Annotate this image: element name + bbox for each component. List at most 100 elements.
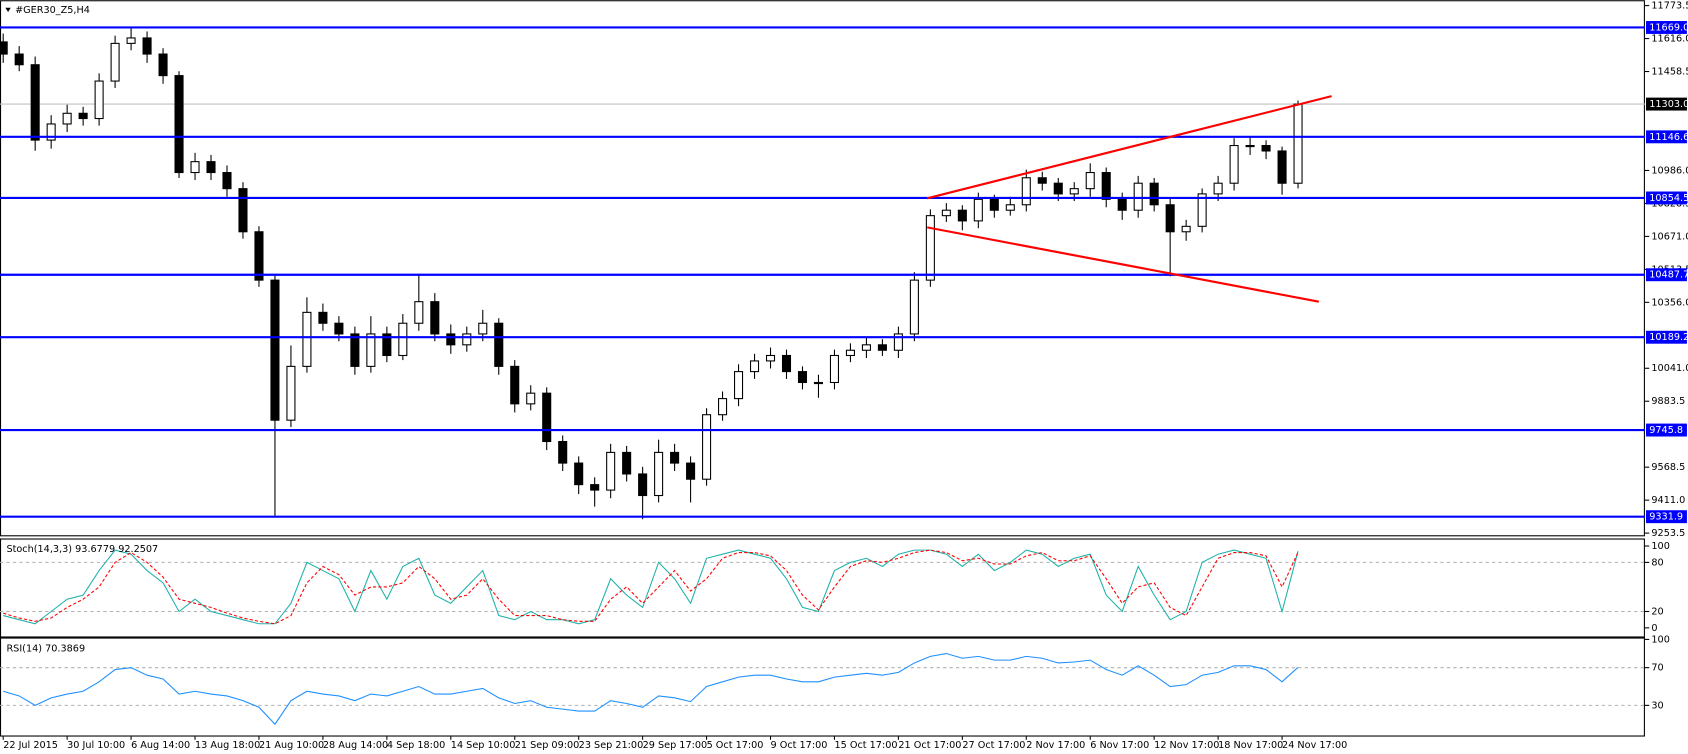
candle-body — [126, 37, 136, 44]
candle-body — [670, 451, 680, 464]
level-label-box — [1646, 423, 1687, 437]
y-tick-label: 70 — [1651, 663, 1663, 674]
candle-body — [206, 161, 216, 174]
candle-body — [414, 301, 424, 324]
candle-body — [654, 451, 664, 497]
y-tick-label: 9253.5 — [1651, 528, 1685, 539]
candle-body — [957, 209, 967, 222]
level-label-box — [1646, 268, 1687, 282]
candle-body — [781, 354, 792, 373]
y-tick-label: 10986.0 — [1651, 165, 1688, 176]
candle-body — [765, 354, 776, 362]
candle-body — [813, 381, 824, 385]
candle-body — [1213, 182, 1223, 195]
level-label-box — [1646, 330, 1687, 344]
x-tick-label: 30 Jul 10:00 — [67, 740, 125, 751]
x-tick-label: 24 Nov 17:00 — [1282, 740, 1347, 751]
candle-body — [1261, 144, 1271, 152]
candle-body — [446, 333, 456, 346]
candle-body — [1229, 144, 1239, 184]
candle-body — [877, 344, 887, 351]
y-tick-label: 11773.5 — [1651, 1, 1688, 12]
menu-arrow[interactable] — [5, 7, 11, 13]
indicator-title: Stoch(14,3,3) 93.6779 92.2507 — [6, 544, 158, 555]
y-tick-label: 100 — [1651, 541, 1669, 552]
y-tick-label: 11458.5 — [1651, 67, 1688, 78]
candle-body — [510, 365, 520, 405]
candle-body — [989, 198, 999, 211]
candle-body — [1197, 193, 1207, 227]
x-tick-label: 5 Oct 17:00 — [707, 740, 764, 751]
candle-body — [941, 209, 951, 217]
y-tick-label: 10356.0 — [1651, 297, 1688, 308]
candle-body — [0, 41, 8, 55]
candle-body — [478, 322, 488, 335]
indicator-line — [3, 549, 1299, 625]
indicator-value: RSI(14) — [6, 643, 42, 654]
candle-body — [238, 188, 248, 233]
candle-body — [1165, 204, 1175, 233]
candle-body — [110, 42, 120, 82]
candle-body — [590, 484, 600, 491]
candle-body — [526, 392, 536, 405]
candle-body — [861, 344, 871, 351]
candle-body — [1149, 182, 1159, 206]
candle-body — [909, 279, 919, 335]
candle-body — [222, 171, 232, 190]
candle-body — [94, 80, 104, 120]
candle-body — [270, 279, 280, 421]
last-price-label-box — [1646, 97, 1687, 111]
candle-body — [558, 440, 568, 464]
y-tick-label: 20 — [1651, 606, 1663, 617]
candle-body — [1277, 150, 1287, 184]
x-tick-label: 14 Sep 10:00 — [451, 740, 516, 751]
y-tick-label: 30 — [1651, 700, 1663, 711]
candle-body — [797, 371, 808, 384]
y-tick-label: 10671.0 — [1651, 231, 1688, 242]
x-tick-label: 29 Sep 17:00 — [643, 740, 708, 751]
x-tick-label: 23 Sep 21:00 — [579, 740, 644, 751]
level-label: 10189.2 — [1649, 332, 1688, 343]
indicator-value: 70.3869 — [45, 643, 85, 654]
candle-body — [366, 333, 376, 367]
candle-body — [702, 414, 712, 480]
level-label-box — [1646, 21, 1687, 34]
candle-body — [158, 53, 168, 77]
candle-body — [190, 161, 200, 174]
candle-body — [1293, 103, 1303, 184]
candle-body — [174, 75, 184, 174]
candle-body — [718, 398, 728, 416]
trend-line — [926, 226, 1320, 303]
candle-body — [350, 333, 360, 367]
level-label: 11669.0 — [1649, 22, 1688, 33]
candle-body — [334, 322, 344, 335]
candle-body — [430, 301, 440, 335]
y-tick-label: 0 — [1651, 623, 1657, 634]
candle-body — [1021, 177, 1031, 206]
candle-body — [734, 371, 744, 400]
y-tick-label: 9568.5 — [1651, 462, 1685, 473]
y-tick-label: 80 — [1651, 557, 1663, 568]
candle-body — [1181, 225, 1191, 233]
y-tick-label: 10041.0 — [1651, 363, 1688, 374]
x-tick-label: 15 Oct 17:00 — [834, 740, 897, 751]
panel-frame — [0, 538, 1645, 638]
candle-body — [254, 231, 264, 281]
last-price-label: 11303.0 — [1649, 99, 1688, 110]
candle-body — [302, 311, 312, 367]
x-tick-label: 4 Sep 18:00 — [387, 740, 445, 751]
x-tick-label: 9 Oct 17:00 — [771, 740, 828, 751]
candle-body — [46, 123, 56, 141]
candle-body — [829, 354, 839, 384]
level-label-box — [1646, 510, 1687, 524]
candle-body — [973, 198, 983, 222]
indicator-value: Stoch(14,3,3) — [6, 544, 72, 555]
level-label-box — [1646, 130, 1687, 144]
level-label: 11146.6 — [1649, 132, 1688, 143]
indicator-value: 93.6779 — [75, 544, 115, 555]
level-label: 9745.8 — [1649, 425, 1683, 436]
panel-frame — [0, 0, 1645, 537]
candle-body — [318, 311, 328, 324]
candle-body — [462, 333, 472, 346]
candle-body — [62, 112, 72, 125]
